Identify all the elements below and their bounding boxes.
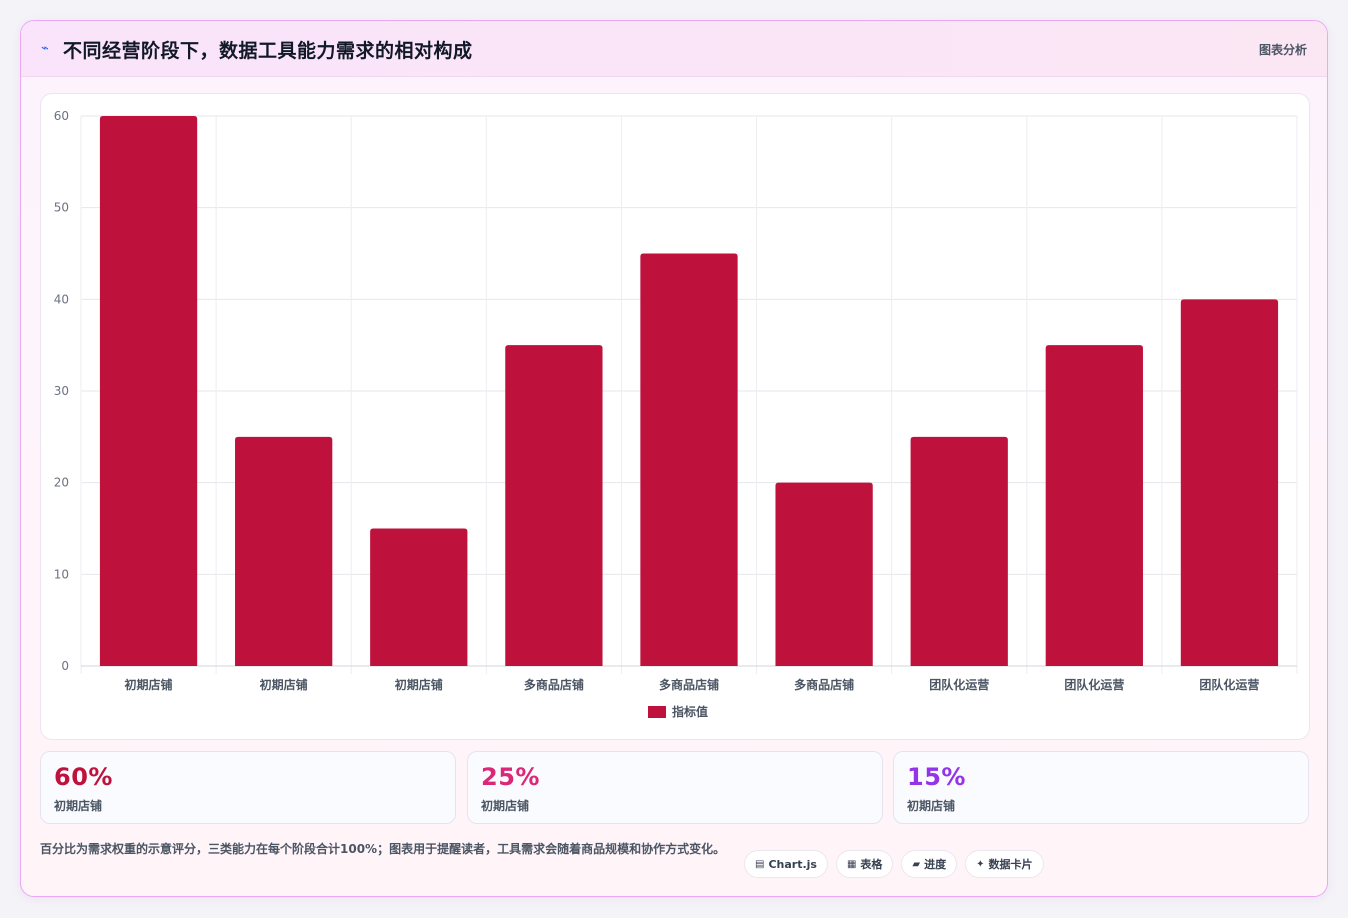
bar	[1045, 345, 1143, 666]
header-meta-label: 图表分析	[1258, 43, 1307, 57]
bar	[1180, 299, 1279, 666]
bar	[910, 436, 1008, 666]
footnote: 百分比为需求权重的示意评分，三类能力在每个阶段合计100%；图表用于提醒读者，工…	[40, 842, 726, 856]
chip-progress[interactable]: ▰ 进度	[901, 850, 958, 878]
y-tick-label: 60	[54, 109, 69, 123]
y-tick-label: 50	[54, 201, 69, 215]
bar	[640, 253, 738, 666]
y-tick-label: 30	[54, 384, 69, 398]
legend-swatch	[648, 706, 666, 718]
y-tick-label: 40	[54, 292, 69, 306]
chip-label: 进度	[924, 858, 947, 871]
x-tick-label: 团队化运营	[1064, 677, 1124, 692]
stat-value: 15%	[907, 763, 966, 791]
x-tick-label: 多商品店铺	[659, 677, 719, 692]
bar	[775, 482, 873, 666]
y-tick-label: 10	[54, 567, 69, 581]
stat-card-3: 15% 初期店铺	[893, 751, 1309, 824]
x-tick-label: 多商品店铺	[794, 677, 854, 692]
stat-card-2: 25% 初期店铺	[467, 751, 883, 824]
progress-icon: ▰	[912, 858, 921, 870]
chart-icon: ▤	[755, 858, 765, 870]
x-tick-label: 团队化运营	[929, 677, 989, 692]
bar-chart: 0 10 20 30 40 50 60 初期店铺 初期店铺 初期店铺 多商品店铺 多商品店铺 多商品店铺…	[54, 109, 1298, 719]
y-tick-label: 0	[61, 659, 69, 673]
tag-chips: ▤ Chart.js ▦ 表格 ▰ 进度 ✦ 数据卡片	[744, 850, 1044, 878]
x-tick-label: 初期店铺	[395, 677, 443, 692]
x-tick-label: 团队化运营	[1199, 677, 1259, 692]
chip-data-cards[interactable]: ✦ 数据卡片	[965, 850, 1044, 878]
chip-label: Chart.js	[768, 857, 817, 871]
chip-label: 表格	[860, 858, 883, 871]
chip-chartjs[interactable]: ▤ Chart.js	[744, 850, 828, 878]
legend-label: 指标值	[672, 704, 708, 719]
table-icon: ▦	[846, 858, 857, 870]
stat-label: 初期店铺	[481, 799, 530, 813]
sparkle-icon: ✦	[976, 858, 985, 870]
chart-spark-icon: ⌁	[41, 41, 49, 56]
chip-table[interactable]: ▦ 表格	[835, 850, 894, 878]
stat-label: 初期店铺	[907, 799, 956, 813]
x-tick-label: 多商品店铺	[524, 677, 584, 692]
x-tick-label: 初期店铺	[260, 677, 308, 692]
stat-value: 60%	[54, 763, 113, 791]
chart-card: ⌁ 不同经营阶段下，数据工具能力需求的相对构成 图表分析 0 10 20 30 40 50…	[20, 20, 1328, 897]
chart-panel: 0 10 20 30 40 50 60 初期店铺 初期店铺 初期店铺 多商品店铺 多商品店铺 多商品店铺…	[40, 93, 1310, 740]
bar	[370, 528, 468, 666]
bar	[235, 436, 333, 666]
y-tick-label: 20	[54, 476, 69, 490]
bar	[505, 345, 603, 666]
chip-label: 数据卡片	[988, 858, 1033, 871]
page-title: 不同经营阶段下，数据工具能力需求的相对构成	[63, 40, 473, 62]
stat-card-1: 60% 初期店铺	[40, 751, 456, 824]
card-header: ⌁ 不同经营阶段下，数据工具能力需求的相对构成 图表分析	[21, 21, 1327, 77]
stat-label: 初期店铺	[54, 799, 103, 813]
stat-value: 25%	[481, 763, 540, 791]
x-tick-label: 初期店铺	[125, 677, 173, 692]
bar	[99, 116, 198, 666]
